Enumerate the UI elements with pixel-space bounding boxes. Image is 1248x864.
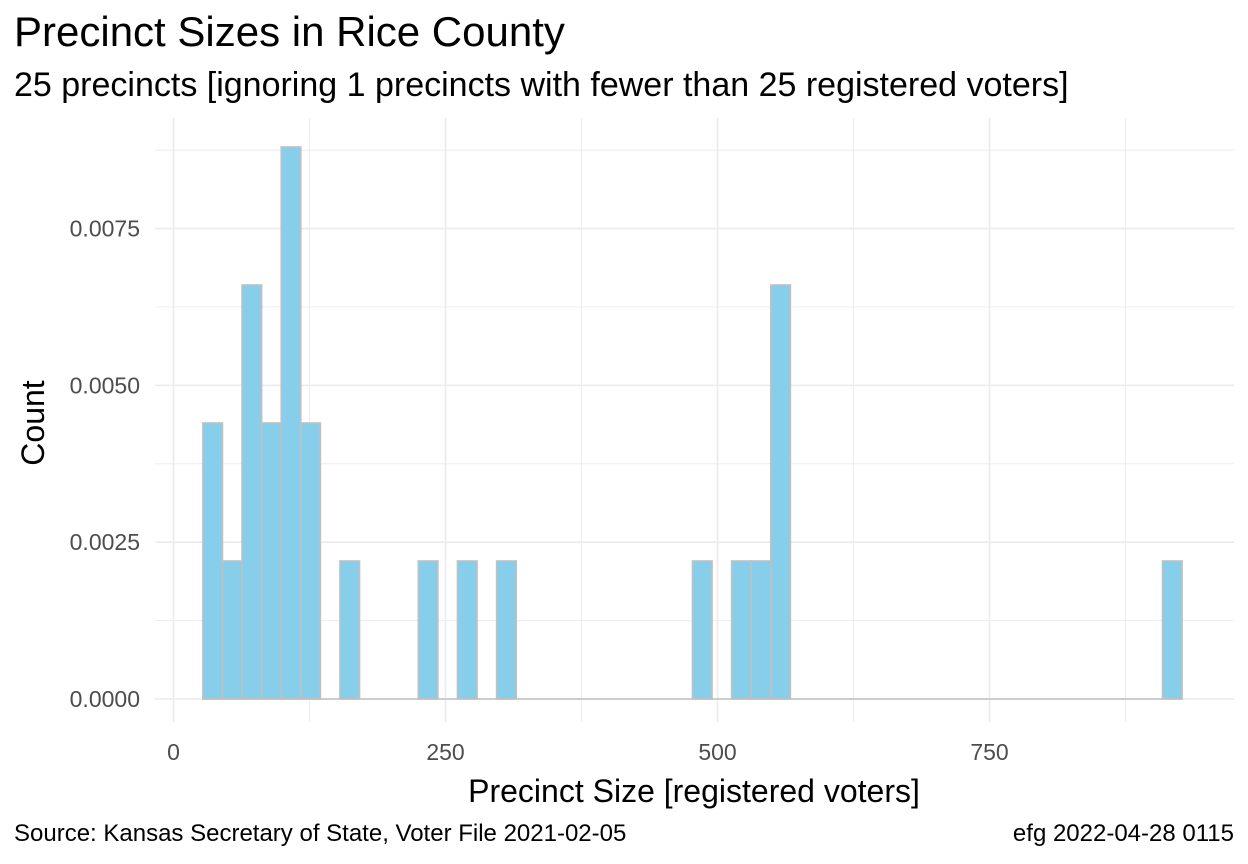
histogram-bars	[202, 146, 1183, 700]
histogram-bar	[1161, 560, 1183, 700]
timestamp-caption: efg 2022-04-28 0115	[1012, 820, 1234, 847]
x-tick-label: 250	[426, 739, 464, 765]
histogram-bar	[691, 560, 713, 700]
grid-lines	[155, 118, 1234, 722]
histogram-bar	[299, 422, 322, 700]
y-axis-title: Count	[15, 380, 51, 466]
histogram-bar	[202, 422, 224, 700]
histogram-bar	[770, 284, 792, 700]
histogram-bar	[730, 560, 753, 700]
histogram-bar	[495, 560, 518, 700]
histogram-bar	[456, 560, 478, 700]
chart-title: Precinct Sizes in Rice County	[14, 8, 565, 55]
x-tick-label: 750	[970, 739, 1008, 765]
histogram-bar	[417, 560, 439, 700]
histogram-bar	[280, 146, 302, 700]
y-tick-label: 0.0000	[70, 686, 140, 712]
x-tick-label: 500	[698, 739, 736, 765]
x-axis-ticks: 0 250 500 750	[167, 739, 1009, 765]
x-axis-title: Precinct Size [registered voters]	[468, 773, 920, 809]
chart-subtitle: 25 precincts [ignoring 1 precincts with …	[14, 66, 1069, 104]
y-axis-ticks: 0.0000 0.0025 0.0050 0.0075	[70, 216, 140, 712]
source-caption: Source: Kansas Secretary of State, Voter…	[14, 820, 627, 847]
x-tick-label: 0	[167, 739, 180, 765]
histogram-bar	[750, 560, 772, 700]
y-tick-label: 0.0050	[70, 372, 140, 398]
y-tick-label: 0.0075	[70, 216, 140, 242]
histogram-bar	[241, 284, 263, 700]
y-tick-label: 0.0025	[70, 529, 140, 555]
histogram-bar	[339, 560, 361, 700]
histogram-bar	[260, 422, 283, 700]
histogram-bar	[221, 560, 243, 700]
